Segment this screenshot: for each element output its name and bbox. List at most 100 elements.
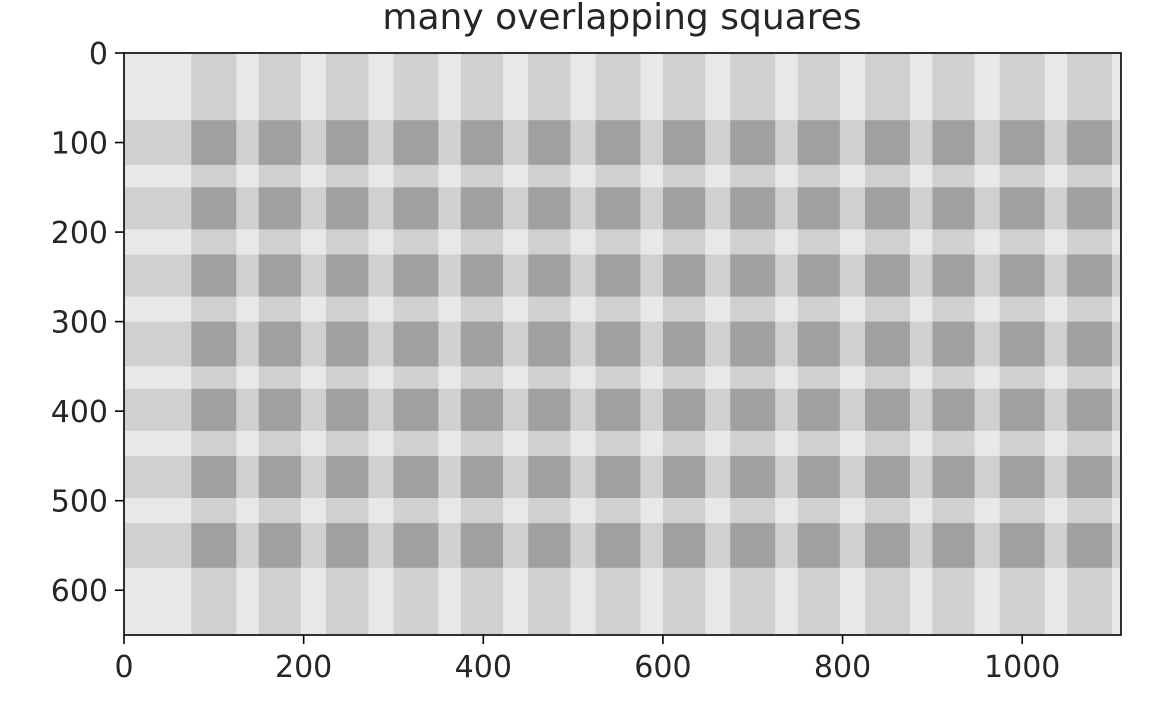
overlap-square-3-13 (1067, 321, 1113, 367)
overlap-square-1-3 (393, 187, 439, 230)
overlap-squares (191, 120, 1113, 568)
overlap-square-1-12 (999, 187, 1045, 230)
overlap-square-0-7 (662, 120, 706, 165)
overlap-square-5-0 (191, 455, 237, 499)
overlap-square-3-8 (730, 321, 776, 367)
overlap-square-5-10 (865, 455, 910, 499)
overlap-square-6-5 (528, 523, 571, 568)
x-tick-label: 800 (814, 650, 871, 685)
overlap-square-3-12 (999, 321, 1045, 367)
overlap-square-4-13 (1067, 388, 1113, 431)
y-tick-label: 300 (51, 306, 108, 341)
y-tick-label: 200 (51, 216, 108, 251)
overlap-square-3-6 (595, 321, 641, 367)
overlap-square-6-3 (393, 523, 439, 568)
overlap-square-2-13 (1067, 254, 1113, 297)
overlap-square-4-7 (662, 388, 706, 431)
overlap-square-1-7 (662, 187, 706, 230)
overlap-square-3-9 (797, 321, 840, 367)
plot-frame (123, 52, 1122, 636)
overlap-square-2-10 (865, 254, 910, 297)
overlap-square-1-10 (865, 187, 910, 230)
overlap-square-6-6 (595, 523, 641, 568)
overlap-square-4-3 (393, 388, 439, 431)
overlap-square-2-6 (595, 254, 641, 297)
overlap-square-5-12 (999, 455, 1045, 499)
overlap-square-0-8 (730, 120, 776, 165)
overlap-square-5-1 (258, 455, 301, 499)
overlap-square-3-11 (932, 321, 975, 367)
overlap-square-0-1 (258, 120, 301, 165)
y-axis: 0 100 200 300 400 500 600 (51, 37, 124, 609)
overlap-square-1-13 (1067, 187, 1113, 230)
overlap-square-5-9 (797, 455, 840, 499)
y-tick-label: 400 (51, 395, 108, 430)
overlap-square-0-4 (460, 120, 504, 165)
overlap-square-6-9 (797, 523, 840, 568)
overlap-square-1-11 (932, 187, 975, 230)
overlap-square-4-8 (730, 388, 776, 431)
overlap-square-1-2 (326, 187, 369, 230)
overlap-square-2-11 (932, 254, 975, 297)
overlap-square-2-7 (662, 254, 706, 297)
overlap-square-0-5 (528, 120, 571, 165)
plot-area (124, 53, 1121, 635)
overlap-square-3-0 (191, 321, 237, 367)
overlap-square-5-5 (528, 455, 571, 499)
x-axis: 0 200 400 600 800 1000 (114, 635, 1060, 685)
overlap-square-4-12 (999, 388, 1045, 431)
overlap-square-0-13 (1067, 120, 1113, 165)
overlap-square-1-4 (460, 187, 504, 230)
overlap-square-6-2 (326, 523, 369, 568)
overlap-square-6-0 (191, 523, 237, 568)
overlap-square-2-8 (730, 254, 776, 297)
y-tick-label: 500 (51, 485, 108, 520)
overlap-square-0-9 (797, 120, 840, 165)
chart-title: many overlapping squares (382, 0, 861, 38)
overlap-square-3-1 (258, 321, 301, 367)
overlap-square-4-0 (191, 388, 237, 431)
overlap-square-6-8 (730, 523, 776, 568)
overlap-square-1-8 (730, 187, 776, 230)
overlap-square-0-6 (595, 120, 641, 165)
overlap-square-2-3 (393, 254, 439, 297)
overlap-square-5-2 (326, 455, 369, 499)
overlap-square-0-0 (191, 120, 237, 165)
overlap-square-1-9 (797, 187, 840, 230)
overlap-square-2-4 (460, 254, 504, 297)
overlap-square-1-5 (528, 187, 571, 230)
overlap-square-0-2 (326, 120, 369, 165)
overlap-square-6-7 (662, 523, 706, 568)
overlap-square-5-8 (730, 455, 776, 499)
x-tick-label: 0 (114, 650, 133, 685)
overlap-square-4-1 (258, 388, 301, 431)
overlap-square-3-4 (460, 321, 504, 367)
overlap-square-5-13 (1067, 455, 1113, 499)
overlap-square-4-6 (595, 388, 641, 431)
x-tick-label: 400 (455, 650, 512, 685)
overlap-square-0-11 (932, 120, 975, 165)
overlap-square-6-10 (865, 523, 910, 568)
overlap-square-2-9 (797, 254, 840, 297)
overlap-square-6-13 (1067, 523, 1113, 568)
overlap-square-6-1 (258, 523, 301, 568)
overlap-square-5-4 (460, 455, 504, 499)
overlap-square-2-12 (999, 254, 1045, 297)
x-tick-label: 1000 (984, 650, 1060, 685)
overlap-square-4-10 (865, 388, 910, 431)
overlap-square-4-11 (932, 388, 975, 431)
overlap-square-1-0 (191, 187, 237, 230)
overlap-square-3-3 (393, 321, 439, 367)
overlap-square-4-4 (460, 388, 504, 431)
y-tick-label: 0 (89, 37, 108, 72)
y-tick-label: 600 (51, 574, 108, 609)
overlap-square-4-2 (326, 388, 369, 431)
overlap-square-0-3 (393, 120, 439, 165)
overlap-square-2-1 (258, 254, 301, 297)
overlap-square-1-1 (258, 187, 301, 230)
overlap-square-2-2 (326, 254, 369, 297)
overlap-square-5-7 (662, 455, 706, 499)
overlap-square-6-4 (460, 523, 504, 568)
overlap-square-6-12 (999, 523, 1045, 568)
